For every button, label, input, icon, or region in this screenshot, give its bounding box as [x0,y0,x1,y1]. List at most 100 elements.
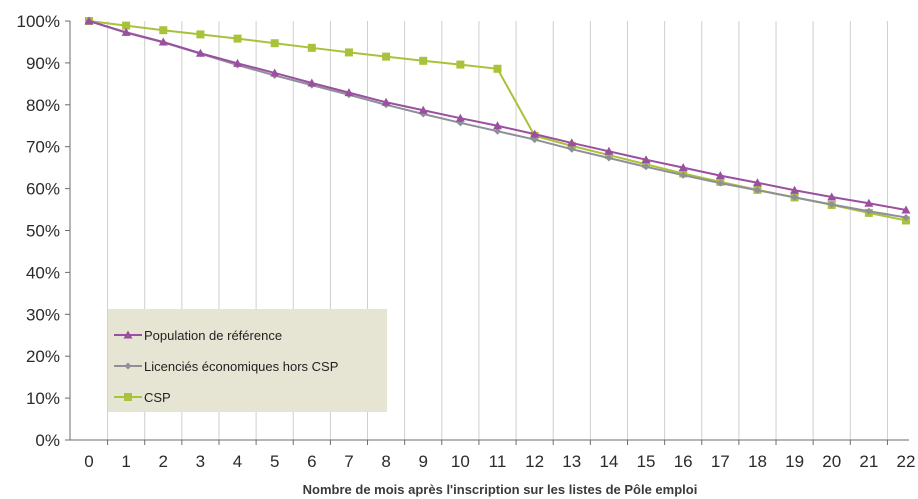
data-point [493,121,502,130]
data-point [827,192,837,201]
data-point [678,163,688,172]
data-point [531,136,539,144]
x-tick-label: 21 [859,452,878,471]
x-tick-label: 2 [159,452,168,471]
legend-label: Licenciés économiques hors CSP [144,359,338,374]
data-point [158,37,168,46]
data-point [828,201,836,209]
y-tick-label: 50% [26,222,60,241]
data-point [901,205,911,214]
data-point [382,52,391,61]
data-point [418,105,428,114]
legend-label: CSP [144,390,171,405]
series-line [88,20,907,211]
y-tick-label: 10% [26,389,60,408]
data-point [716,179,724,187]
data-point [604,146,614,155]
data-point [84,16,94,25]
series-3 [85,17,910,225]
series-group [84,16,911,225]
y-tick-label: 80% [26,96,60,115]
data-point [381,97,391,106]
data-point [494,127,501,135]
x-tick-label: 7 [344,452,353,471]
x-tick-labels: 0 1 2 3 4 5 6 7 8 9 10 11 12 13 14 15 16 17 18 19 20 21 22 [84,452,915,471]
legend-item: Licenciés économiques hors CSP [114,359,338,374]
data-point [419,56,428,65]
data-point [715,171,725,180]
x-tick-label: 11 [489,452,507,471]
x-tick-label: 12 [525,452,544,471]
series-2 [85,17,910,222]
x-tick-label: 4 [233,452,242,471]
y-tick-label: 40% [26,263,60,282]
x-tick-label: 9 [418,452,427,471]
data-point [344,88,354,97]
data-point [307,43,316,52]
data-point [270,68,280,77]
x-tick-label: 8 [381,452,390,471]
legend-marker [123,330,133,339]
data-point [456,60,465,69]
data-point [679,171,687,179]
y-tick-label: 100% [17,12,60,31]
data-point [307,78,317,87]
x-tick-label: 22 [897,452,916,471]
x-tick-label: 0 [84,452,93,471]
legend-box [108,309,387,412]
legend-label: Population de référence [144,328,282,343]
legend-item: CSP [114,390,171,405]
x-tick-label: 10 [451,452,470,471]
data-point [344,48,353,57]
data-point [902,214,910,222]
x-tick-label: 14 [599,452,618,471]
data-point [568,145,576,153]
data-point [159,26,168,35]
series-1 [84,16,911,214]
y-tick-labels: 0% 10% 20% 30% 40% 50% 60% 70% 80% 90% 100% [17,12,60,450]
data-point [233,34,242,43]
y-tick-label: 90% [26,54,60,73]
x-tick-label: 19 [785,452,804,471]
data-point [233,58,243,67]
x-tick-label: 18 [748,452,767,471]
series-line [88,20,907,222]
data-point [605,154,613,162]
data-point [791,193,799,201]
x-tick-label: 3 [196,452,205,471]
data-point [641,155,651,164]
data-point [752,178,762,187]
y-tick-label: 0% [35,431,60,450]
data-point [493,64,502,73]
data-point [530,129,540,138]
x-tick-label: 5 [270,452,279,471]
data-point [567,138,577,147]
x-tick-label: 13 [562,452,581,471]
data-point [270,39,279,48]
legend-marker [124,362,132,370]
data-point [753,186,761,194]
data-point [642,163,650,171]
x-tick-label: 20 [822,452,841,471]
x-tick-label: 15 [637,452,656,471]
y-tick-label: 70% [26,138,60,157]
x-tick-label: 16 [674,452,693,471]
axes [65,20,909,445]
y-tick-label: 20% [26,347,60,366]
y-tick-label: 60% [26,180,60,199]
data-point [455,113,465,122]
data-point [196,30,205,39]
legend-marker [124,393,132,401]
legend-item: Population de référence [114,328,282,343]
grid [107,21,888,440]
data-point [122,21,131,30]
legend: Population de référence Licenciés économi… [108,309,387,412]
data-point [790,185,800,194]
data-point [195,48,205,57]
x-tick-label: 6 [307,452,316,471]
data-point [865,207,873,215]
x-axis-title: Nombre de mois après l'inscription sur l… [303,482,698,497]
x-tick-label: 1 [121,452,130,471]
data-point [864,198,874,207]
